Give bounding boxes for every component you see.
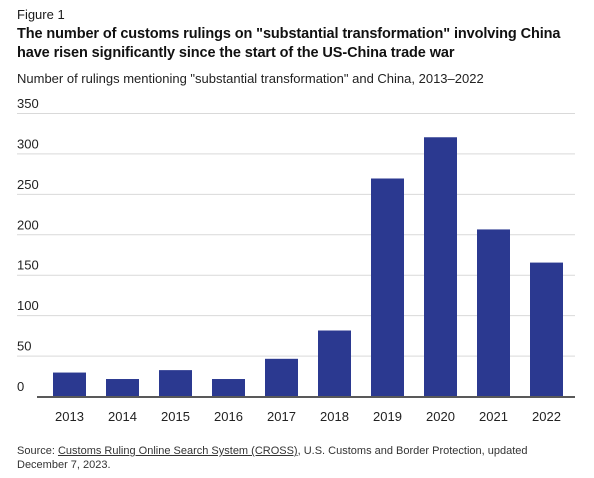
source-prefix: Source: (17, 445, 58, 457)
chart-title: The number of customs rulings on "substa… (17, 26, 561, 61)
y-tick-label: 250 (17, 177, 39, 192)
bar-2014 (106, 379, 139, 396)
x-tick-label: 2022 (532, 409, 561, 424)
bar-2021 (477, 229, 510, 396)
bar-2022 (530, 262, 563, 396)
x-tick-label: 2015 (161, 409, 190, 424)
y-axis-ticks: 0 50 100 150 200 250 300 350 (17, 96, 39, 394)
bar-2017 (265, 358, 298, 396)
y-tick-label: 0 (17, 379, 24, 394)
source-note: Source: Customs Ruling Online Search Sys… (17, 445, 577, 472)
x-tick-label: 2013 (55, 409, 84, 424)
y-tick-label: 300 (17, 136, 39, 151)
y-tick-label: 350 (17, 96, 39, 111)
y-tick-label: 50 (17, 339, 31, 354)
x-tick-label: 2019 (373, 409, 402, 424)
x-tick-label: 2018 (320, 409, 349, 424)
bar-2015 (159, 370, 192, 396)
chart-subtitle: Number of rulings mentioning "substantia… (17, 71, 484, 86)
bar-2018 (318, 330, 351, 396)
x-tick-label: 2017 (267, 409, 296, 424)
bar-2019 (371, 178, 404, 396)
source-link[interactable]: Customs Ruling Online Search System (CRO… (57, 445, 298, 457)
x-tick-label: 2020 (426, 409, 455, 424)
source-suffix: , U.S. Customs and Border Protection, up… (17, 445, 528, 471)
y-tick-label: 150 (17, 258, 39, 273)
bar-2013 (53, 372, 86, 396)
y-tick-label: 100 (17, 298, 39, 313)
x-tick-label: 2021 (479, 409, 508, 424)
bar-2016 (212, 379, 245, 396)
bar-2020 (424, 137, 457, 396)
x-axis-ticks: 2013 2014 2015 2016 2017 2018 2019 2020 2021 2022 (55, 409, 561, 424)
figure-label: Figure 1 (17, 7, 65, 22)
bars (53, 137, 563, 396)
x-tick-label: 2014 (108, 409, 137, 424)
x-tick-label: 2016 (214, 409, 243, 424)
y-tick-label: 200 (17, 217, 39, 232)
